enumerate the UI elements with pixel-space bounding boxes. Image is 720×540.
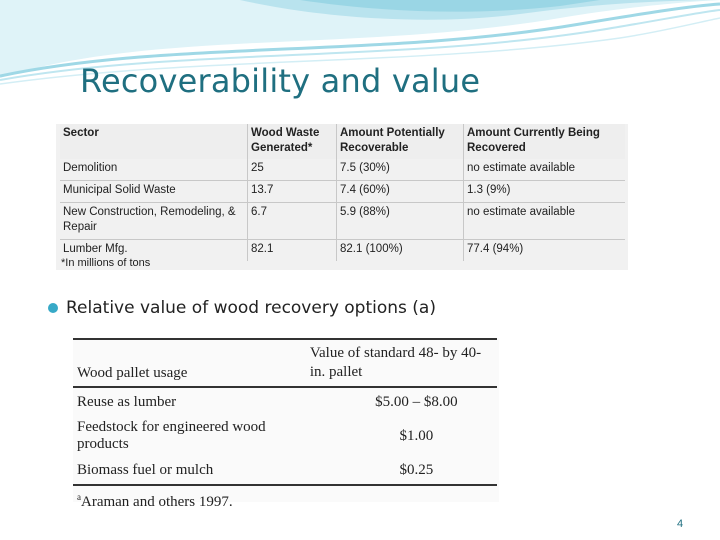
- table-row: Municipal Solid Waste 13.7 7.4 (60%) 1.3…: [60, 180, 625, 203]
- sector-waste-table: Sector Wood Waste Generated* Amount Pote…: [60, 124, 625, 261]
- table-cell: 82.1 (100%): [336, 239, 464, 261]
- pallet-value-table: Wood pallet usage Value of standard 48- …: [73, 338, 497, 486]
- table-row: Feedstock for engineered wood products $…: [73, 416, 497, 456]
- table-cell: $0.25: [399, 461, 434, 478]
- table-row: New Construction, Remodeling, & Repair 6…: [60, 202, 625, 240]
- column-header-value: Value of standard 48- by 40-in. pallet: [309, 345, 482, 380]
- column-header-usage: Wood pallet usage: [77, 365, 188, 381]
- table-footnote: aAraman and others 1997.: [73, 486, 499, 517]
- table-cell: $1.00: [399, 427, 434, 444]
- bullet-dot-icon: [48, 303, 58, 313]
- table-footnote: *In millions of tons: [61, 257, 151, 269]
- table-cell: 1.3 (9%): [463, 180, 625, 203]
- table-cell: $5.00 – $8.00: [375, 393, 458, 410]
- column-header-recovered: Amount Currently Being Recovered: [463, 124, 625, 159]
- table-row: Demolition 25 7.5 (30%) no estimate avai…: [60, 159, 625, 181]
- table-cell: 7.4 (60%): [336, 180, 464, 203]
- table-cell: 6.7: [247, 202, 337, 240]
- table-cell: 5.9 (88%): [336, 202, 464, 240]
- table-cell: no estimate available: [463, 202, 625, 240]
- table-cell: 77.4 (94%): [463, 239, 625, 261]
- table-cell: 7.5 (30%): [336, 159, 464, 181]
- table-cell: 25: [247, 159, 337, 181]
- table-row: Lumber Mfg. 82.1 82.1 (100%) 77.4 (94%): [60, 239, 625, 261]
- table-header-row: Sector Wood Waste Generated* Amount Pote…: [60, 124, 625, 159]
- table-row: Reuse as lumber $5.00 – $8.00: [73, 387, 497, 416]
- pallet-value-table-image: Wood pallet usage Value of standard 48- …: [73, 338, 499, 510]
- table-cell: Biomass fuel or mulch: [77, 461, 214, 478]
- table-cell: 13.7: [247, 180, 337, 203]
- table-cell: New Construction, Remodeling, & Repair: [60, 202, 248, 240]
- table-cell: 82.1: [247, 239, 337, 261]
- header-swoosh-decoration: [0, 0, 720, 85]
- table-cell: Demolition: [60, 159, 248, 181]
- footnote-marker: a: [77, 492, 81, 502]
- table-row: Biomass fuel or mulch $0.25: [73, 456, 497, 485]
- page-number: 4: [677, 518, 684, 530]
- table-cell: Reuse as lumber: [77, 393, 177, 410]
- bullet-text: Relative value of wood recovery options …: [66, 298, 436, 318]
- sector-waste-table-image: Sector Wood Waste Generated* Amount Pote…: [56, 124, 628, 270]
- table-cell: Lumber Mfg.: [60, 239, 248, 261]
- bullet-item: Relative value of wood recovery options …: [48, 298, 436, 318]
- table-cell: no estimate available: [467, 162, 576, 174]
- table-header-row: Wood pallet usage Value of standard 48- …: [73, 339, 497, 387]
- column-header-recoverable: Amount Potentially Recoverable: [336, 124, 464, 159]
- footnote-text: Araman and others 1997.: [81, 494, 233, 510]
- table-cell: Municipal Solid Waste: [60, 180, 248, 203]
- column-header-generated: Wood Waste Generated*: [247, 124, 337, 159]
- slide-title: Recoverability and value: [80, 62, 481, 100]
- column-header-sector: Sector: [60, 124, 248, 159]
- table-cell: Feedstock for engineered wood products: [77, 419, 266, 452]
